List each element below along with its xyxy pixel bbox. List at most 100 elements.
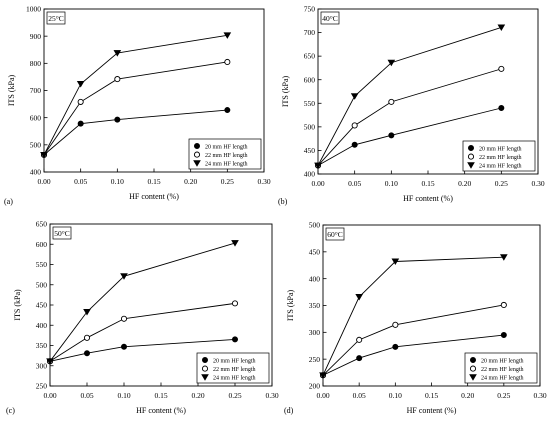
legend-label: 22 mm HF length [479,155,522,161]
y-tick-label: 900 [30,32,42,41]
panel-label: (a) [4,197,13,206]
y-tick-label: 600 [30,113,42,122]
y-tick-label: 200 [309,382,321,391]
legend-marker [193,151,201,158]
temperature-box [320,11,340,25]
x-tick-label: 0.20 [458,179,471,188]
legend-label: 24 mm HF length [479,164,522,170]
x-tick-label: 0.05 [353,391,366,400]
legend-box [462,140,536,172]
y-tick-label: 1000 [26,5,41,14]
legend-marker [193,160,201,167]
x-tick-label: 0.25 [497,391,510,400]
y-tick-label: 350 [309,301,321,310]
x-tick-label: 0.30 [533,391,546,400]
data-point [120,273,128,280]
legend-box [196,352,270,384]
data-point [391,258,400,266]
legend-label: 20 mm HF length [205,144,248,150]
data-point [498,105,505,112]
data-point [224,107,231,114]
y-tick-label: 400 [36,321,48,330]
data-point [77,120,84,127]
y-axis-label: ITS (kPa) [286,290,295,322]
legend-label: 24 mm HF length [205,162,248,168]
chart-panel: 0.00 0.05 0.10 0.15 0.20 0.25 0.30 250 300 350 400… [6,220,279,415]
series-line [322,334,504,376]
data-point [83,308,91,316]
series-line [43,61,228,156]
x-tick-label: 0.05 [348,179,361,188]
data-point [114,116,121,123]
x-tick-label: 0.00 [311,179,324,188]
legend-marker [193,142,200,149]
legend-label: 22 mm HF length [213,367,256,373]
legend-marker [467,153,475,160]
x-tick-label: 0.10 [389,391,402,400]
legend-box [464,352,538,384]
legend-marker [467,144,474,151]
y-tick-label: 550 [304,99,316,108]
x-tick-label: 0.10 [111,177,124,186]
x-tick-label: 0.25 [228,391,241,400]
data-point [121,343,128,350]
data-point [231,336,238,343]
x-axis-label: HF content (%) [129,192,179,201]
legend-label: 20 mm HF length [213,358,256,364]
x-tick-label: 0.25 [495,179,508,188]
data-point [83,334,91,341]
x-tick-label: 0.20 [461,391,474,400]
series-line [49,338,236,362]
y-tick-label: 500 [309,221,321,230]
data-point [500,301,507,309]
y-tick-label: 450 [309,247,321,256]
legend-marker [201,356,208,363]
x-tick-label: 0.00 [43,391,56,400]
y-tick-label: 600 [36,240,48,249]
legend-label: 22 mm HF length [481,367,524,373]
y-tick-label: 400 [30,168,42,177]
x-tick-label: 0.15 [147,177,160,186]
temperature-label: 40°C [322,14,338,23]
series-line [317,107,502,166]
panel-label: (d) [284,406,294,415]
y-tick-label: 500 [30,140,42,149]
y-tick-label: 650 [36,220,48,229]
y-tick-label: 650 [304,52,316,61]
x-tick-label: 0.20 [184,177,197,186]
x-tick-label: 0.15 [421,179,434,188]
series-line [49,302,236,362]
y-tick-label: 450 [304,146,316,155]
legend-label: 20 mm HF length [479,146,522,152]
x-tick-label: 0.15 [154,391,167,400]
chart-panel: 0.00 0.05 0.10 0.15 0.20 0.25 0.30 400 450 500 550… [278,5,545,206]
x-axis-label: HF content (%) [136,406,186,415]
y-tick-label: 700 [304,28,316,37]
y-tick-label: 750 [304,5,316,14]
data-point [350,93,359,100]
x-tick-label: 0.15 [425,391,438,400]
y-tick-label: 250 [36,382,48,391]
y-axis-label: ITS (kPa) [13,289,22,321]
x-tick-label: 0.20 [191,391,204,400]
legend-box [188,138,262,170]
data-point [40,151,48,159]
x-axis-label: HF content (%) [407,406,457,415]
y-tick-label: 300 [309,328,321,337]
chart-panel: 0.00 0.05 0.10 0.15 0.20 0.25 0.30 200 250 300 350… [284,221,547,415]
series-line [49,242,236,362]
data-point [120,315,128,322]
series-line [322,304,504,376]
series-line [322,256,504,376]
data-point [314,162,322,170]
y-tick-label: 800 [30,59,42,68]
y-tick-label: 300 [36,361,48,370]
legend-marker [469,374,477,381]
data-point [351,141,358,148]
x-tick-label: 0.00 [37,177,50,186]
data-point [46,358,54,365]
data-point [77,98,84,105]
data-point [76,81,85,88]
x-tick-label: 0.30 [531,179,544,188]
